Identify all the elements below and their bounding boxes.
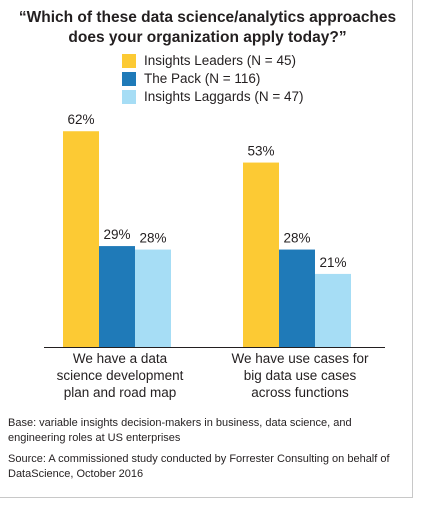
category-label-line: big data use cases	[243, 368, 357, 383]
category-label-use-cases: We have use cases for big data use cases…	[225, 350, 375, 401]
data-label-insights-laggards-use-cases: 21%	[319, 255, 346, 270]
legend-swatch-insights-laggards	[122, 90, 136, 104]
legend-label-insights-leaders: Insights Leaders (N = 45)	[144, 53, 296, 68]
data-label-insights-laggards-data-science-plan: 28%	[139, 231, 166, 246]
category-label-line: plan and road map	[63, 385, 177, 400]
category-label-line: science development	[56, 368, 184, 383]
footnote-source: Source: A commissioned study conducted b…	[8, 453, 390, 480]
category-label-line: across functions	[251, 385, 349, 400]
data-label-the-pack-data-science-plan: 29%	[103, 227, 130, 242]
data-label-insights-leaders-use-cases: 53%	[247, 144, 274, 159]
frame-border-bottom	[0, 497, 413, 498]
chart-title-line-2: does your organization apply today?”	[68, 29, 347, 46]
legend-label-insights-laggards: Insights Laggards (N = 47)	[144, 89, 304, 104]
frame-border-right	[412, 0, 413, 498]
chart-title-line-1: “Which of these data science/analytics a…	[18, 9, 397, 26]
footnote-base: Base: variable insights decision-makers …	[8, 417, 352, 444]
data-label-insights-leaders-data-science-plan: 62%	[67, 112, 94, 127]
category-label-line: We have use cases for	[231, 351, 369, 366]
legend-swatch-insights-leaders	[122, 54, 136, 68]
chart-frame: “Which of these data science/analytics a…	[0, 0, 413, 498]
category-label-line: We have a data	[72, 351, 168, 366]
bar-insights-laggards-data-science-plan	[135, 249, 171, 347]
bar-chart-plot: 62% 53% 29% 28% 28% 21%	[44, 112, 385, 348]
bar-insights-leaders-use-cases	[243, 162, 279, 347]
legend-label-the-pack: The Pack (N = 116)	[144, 71, 261, 86]
bar-insights-laggards-use-cases	[315, 273, 351, 347]
bar-the-pack-data-science-plan	[99, 246, 135, 347]
data-label-the-pack-use-cases: 28%	[283, 231, 310, 246]
bar-insights-leaders-data-science-plan	[63, 131, 99, 347]
legend-swatch-the-pack	[122, 72, 136, 86]
category-label-data-science-plan: We have a data science development plan …	[45, 350, 195, 401]
bar-the-pack-use-cases	[279, 249, 315, 347]
